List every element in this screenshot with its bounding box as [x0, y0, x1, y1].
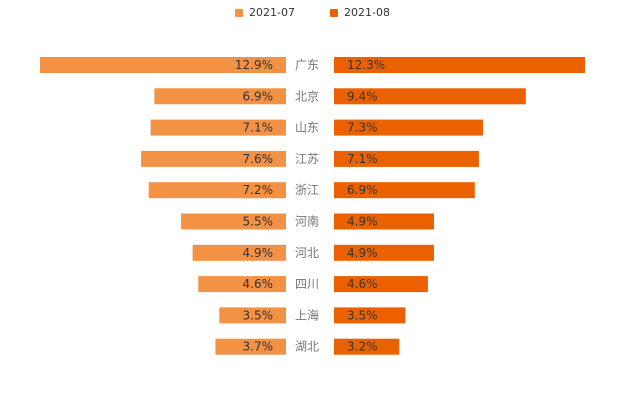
value-label-2021-07-6: 4.9%	[243, 246, 274, 260]
legend: 2021-07 2021-08	[0, 6, 620, 20]
bar-2021-07-0[interactable]	[40, 57, 286, 73]
value-label-2021-08-3: 7.1%	[347, 152, 378, 166]
value-label-2021-08-4: 6.9%	[347, 183, 378, 197]
bar-2021-08-8[interactable]	[334, 307, 406, 324]
category-label-7: 四川	[295, 277, 319, 291]
value-label-2021-08-5: 4.9%	[347, 215, 378, 229]
bar-2021-07-7[interactable]	[198, 276, 286, 293]
value-label-2021-08-9: 3.2%	[347, 340, 378, 354]
value-label-2021-07-5: 5.5%	[243, 215, 274, 229]
legend-label-2021-07: 2021-07	[249, 6, 295, 19]
bar-2021-07-4[interactable]	[148, 182, 286, 199]
value-label-2021-08-2: 7.3%	[347, 121, 378, 135]
legend-swatch-2021-07	[235, 9, 243, 17]
bar-2021-07-3[interactable]	[141, 150, 286, 167]
bar-2021-08-9[interactable]	[334, 338, 400, 355]
bar-2021-07-8[interactable]	[219, 307, 286, 324]
category-label-5: 河南	[295, 214, 319, 229]
bar-2021-07-9[interactable]	[215, 338, 286, 355]
value-label-2021-07-0: 12.9%	[235, 58, 273, 72]
value-label-2021-07-4: 7.2%	[243, 183, 274, 197]
bar-2021-08-6[interactable]	[334, 244, 434, 261]
bar-2021-07-1[interactable]	[154, 88, 286, 105]
legend-swatch-2021-08	[330, 9, 338, 17]
legend-item-2021-08[interactable]: 2021-08	[330, 6, 390, 20]
value-label-2021-07-2: 7.1%	[243, 121, 274, 135]
category-label-2: 山东	[295, 121, 319, 135]
value-label-2021-08-1: 9.4%	[347, 89, 378, 103]
category-label-9: 湖北	[295, 339, 319, 354]
category-label-0: 广东	[295, 58, 319, 72]
bar-2021-07-2[interactable]	[150, 119, 286, 136]
category-label-8: 上海	[295, 307, 319, 322]
category-label-6: 河北	[295, 246, 319, 260]
value-label-2021-08-0: 12.3%	[347, 58, 385, 72]
value-label-2021-08-6: 4.9%	[347, 246, 378, 260]
category-label-3: 江苏	[295, 152, 319, 166]
bar-2021-08-2[interactable]	[334, 119, 483, 136]
category-label-4: 浙江	[295, 183, 319, 197]
value-label-2021-08-7: 4.6%	[347, 277, 378, 291]
bar-2021-07-6[interactable]	[192, 244, 286, 261]
bar-2021-08-0[interactable]	[334, 57, 585, 73]
value-label-2021-07-1: 6.9%	[243, 89, 274, 103]
bar-2021-08-5[interactable]	[334, 213, 434, 230]
bar-2021-07-5[interactable]	[181, 213, 286, 230]
value-label-2021-07-8: 3.5%	[243, 308, 274, 322]
legend-label-2021-08: 2021-08	[344, 6, 390, 19]
value-label-2021-07-9: 3.7%	[243, 340, 274, 354]
bar-2021-08-4[interactable]	[334, 182, 475, 199]
legend-item-2021-07[interactable]: 2021-07	[235, 6, 295, 20]
bar-2021-08-7[interactable]	[334, 276, 428, 293]
value-label-2021-07-7: 4.6%	[243, 277, 274, 291]
value-label-2021-08-8: 3.5%	[347, 308, 378, 322]
bar-2021-08-1[interactable]	[334, 88, 526, 105]
category-label-1: 北京	[295, 89, 319, 103]
value-label-2021-07-3: 7.6%	[243, 152, 274, 166]
bar-2021-08-3[interactable]	[334, 150, 479, 167]
